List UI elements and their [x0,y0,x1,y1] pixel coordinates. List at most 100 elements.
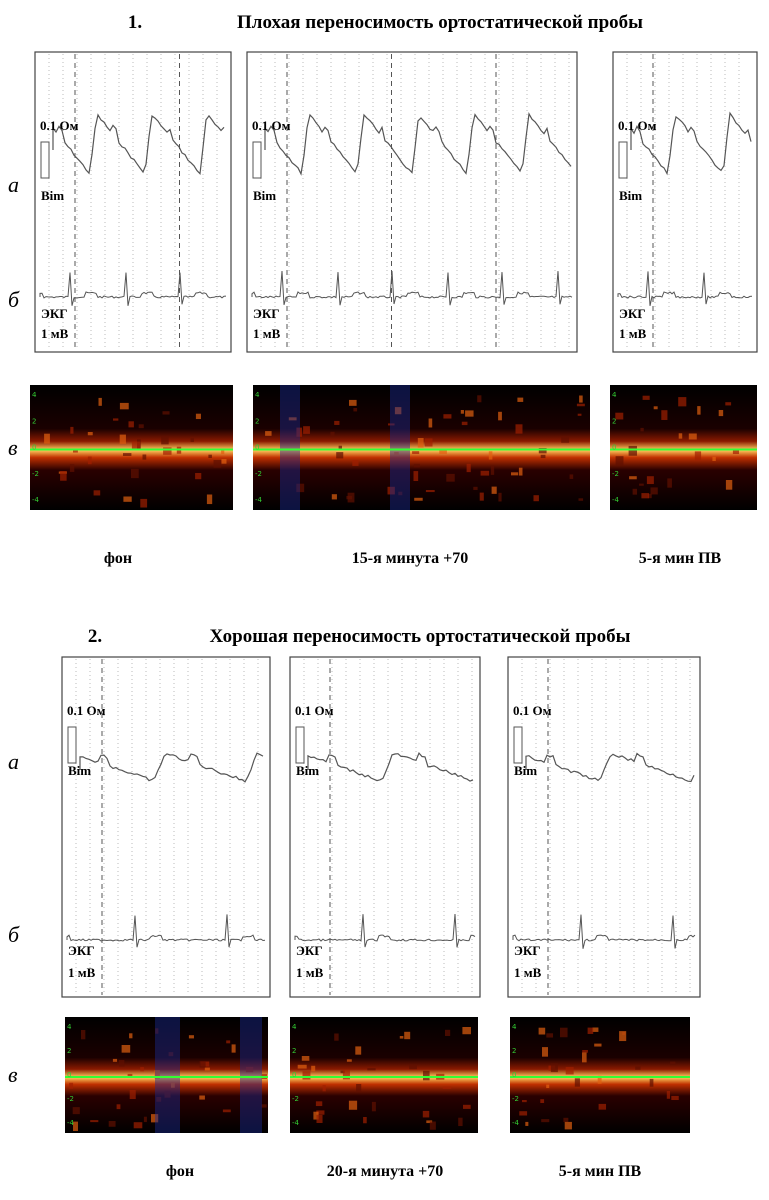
impedance-scale: 0.1 Ом [40,118,79,133]
spectral-blob [477,395,482,403]
impedance-scale: 0.1 Ом [295,703,334,718]
spectral-blob [164,1090,171,1098]
spectral-blob [131,468,139,479]
spectral-blob [498,411,502,421]
spectral-blob [518,467,523,476]
spectral-blob [578,498,584,501]
spectral-blob [542,1047,549,1057]
spectral-blob [394,407,402,415]
spectral-blob [98,397,102,406]
spectral-blob [330,431,335,437]
spectrogram-tick: 2 [612,417,616,425]
spectral-blob [640,427,644,432]
spectral-blob [188,1035,194,1039]
impedance-scale: 0.1 Ом [618,118,657,133]
spectral-blob [162,411,170,415]
spectral-blob [561,437,570,443]
spectral-blob [646,476,654,485]
panel-caption: 5-я мин ПВ [559,1163,642,1180]
calibration-mark [40,141,50,179]
spectrogram-tick: -2 [292,1095,299,1103]
spectral-blob [517,397,524,402]
impedance-scale: 0.1 Ом [252,118,291,133]
spectral-blob [563,1117,569,1123]
spectral-blob [463,1104,471,1109]
spectral-blob [697,406,701,415]
spectral-blob [336,452,344,459]
impedance-trace [264,112,572,176]
ecg-scale: 1 мВ [296,965,324,980]
spectral-blob [498,492,502,502]
blue-band [280,385,300,510]
spectral-blob [635,1066,641,1070]
spectral-blob [694,451,702,461]
spectrogram-tick: 2 [67,1047,71,1055]
impedance-trace [307,751,474,782]
spectrogram-tick: 4 [32,391,37,399]
spectral-blob [128,421,134,428]
ecg-trace [617,271,753,307]
spectral-blob [195,413,201,420]
spectral-blob [208,454,212,459]
spectral-blob [142,454,147,460]
spectral-blob [387,486,395,495]
spectral-blob [461,421,468,426]
spectral-blob [168,1052,174,1057]
spectral-blob [632,488,638,495]
spectral-blob [303,426,310,434]
spectral-blob [352,460,359,466]
spectral-blob [73,1121,78,1132]
ecg-label: ЭКГ [41,306,68,321]
spectrogram-tick: 0 [67,1071,71,1079]
calibration-mark [252,141,262,179]
ecg-label: ЭКГ [68,943,95,958]
spectral-blob [90,1120,99,1123]
row-label: в [8,435,18,460]
spectral-blob [296,483,305,493]
ecg-scale: 1 мВ [253,326,281,341]
spectral-blob [213,460,222,468]
impedance-label: Bim [68,763,91,778]
blue-band [155,1017,180,1133]
spectral-blob [647,493,652,499]
spectral-blob [338,445,342,449]
spectral-blob [619,1031,627,1042]
spectral-blob [671,1095,679,1101]
spectral-blob [129,1033,133,1039]
spectral-blob [480,470,490,476]
row-label: б [8,287,20,312]
spectral-blob [428,418,433,428]
spectral-blob [678,433,683,439]
spectral-blob [394,451,399,456]
spectral-blob [44,433,50,444]
calibration-mark [513,726,523,764]
spectral-blob [316,1110,325,1115]
spectrogram-tick: -4 [512,1119,520,1127]
spectrogram-tick: 0 [292,1071,296,1079]
spectral-blob [462,1027,471,1035]
spectral-blob [639,483,644,486]
spectral-blob [423,1070,430,1081]
impedance-trace [630,111,752,176]
spectral-blob [629,476,637,480]
spectral-blob [288,417,297,421]
spectral-blob [666,1091,671,1099]
spectral-blob [541,1119,550,1123]
spectral-blob [732,450,739,455]
spectral-blob [565,1066,574,1075]
spectral-blob [546,1033,554,1038]
spectral-blob [579,395,583,403]
spectral-blob [116,1104,121,1110]
spectrogram [510,1017,690,1133]
spectral-blob [297,1064,307,1069]
spectral-blob [123,496,132,502]
spectral-blob [199,1061,206,1068]
spectral-blob [296,427,302,437]
spectral-blob [133,1122,143,1129]
spectral-blob [511,472,519,476]
spectral-blob [540,1099,545,1104]
spectral-blob [121,1045,131,1053]
spectral-blob [231,1044,236,1053]
calibration-mark [295,726,305,764]
spectral-blob [342,1069,350,1080]
